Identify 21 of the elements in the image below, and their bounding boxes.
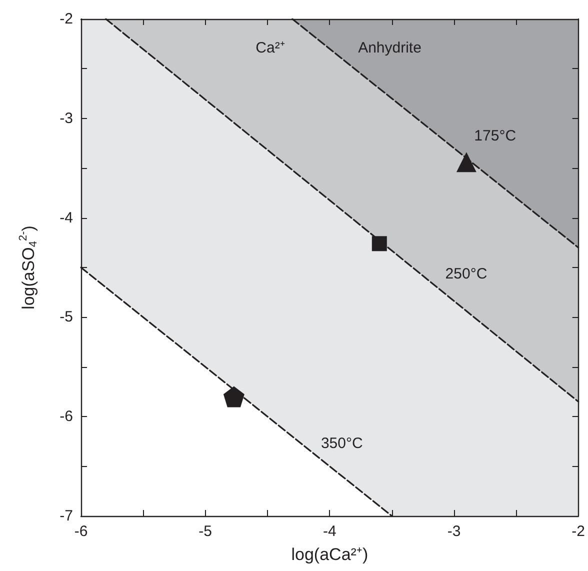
x-tick-label: -4 bbox=[322, 523, 336, 540]
series-label: 175°C bbox=[474, 127, 516, 144]
series-label: 350°C bbox=[320, 434, 363, 452]
point bbox=[372, 236, 387, 252]
y-tick-label: -2 bbox=[60, 10, 73, 28]
x-tick-label: -3 bbox=[447, 523, 461, 540]
point bbox=[223, 386, 244, 408]
y-tick-label: -4 bbox=[60, 209, 73, 226]
x-axis-title: log(aCa²⁺) bbox=[291, 545, 368, 564]
x-tick-label: -6 bbox=[74, 523, 88, 540]
x-tick-label: -5 bbox=[198, 523, 212, 540]
annotation: Ca²⁺ bbox=[256, 39, 285, 56]
y-tick-label: -7 bbox=[60, 508, 73, 524]
x-tick-label: -2 bbox=[572, 523, 586, 540]
y-tick-label: -5 bbox=[60, 308, 73, 326]
series-label: 250°C bbox=[445, 266, 488, 283]
y-tick-label: -6 bbox=[60, 408, 73, 426]
y-axis-title: log(aSO42-) bbox=[18, 226, 40, 310]
annotation: Anhydrite bbox=[358, 39, 422, 56]
y-tick-label: -3 bbox=[60, 110, 73, 127]
point bbox=[456, 152, 476, 172]
